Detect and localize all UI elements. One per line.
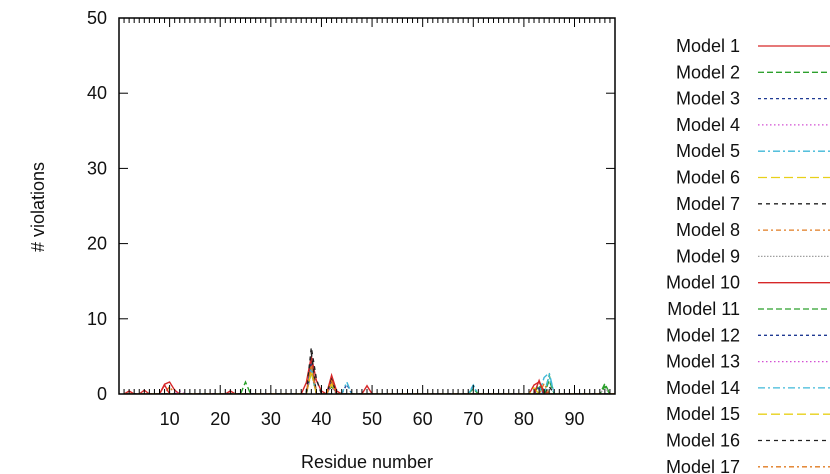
legend-label: Model 4 <box>676 115 740 135</box>
legend-label: Model 12 <box>666 325 740 345</box>
legend-label: Model 11 <box>667 299 740 319</box>
y-tick-label: 0 <box>97 384 107 404</box>
series-layer <box>123 347 615 394</box>
legend-label: Model 1 <box>676 36 740 56</box>
x-tick-label: 20 <box>210 409 230 429</box>
legend-label: Model 13 <box>666 352 740 372</box>
legend-label: Model 3 <box>676 89 740 109</box>
y-axis-title: # violations <box>28 162 48 252</box>
y-tick-label: 50 <box>87 8 107 28</box>
x-axis-title: Residue number <box>301 452 433 472</box>
legend-label: Model 15 <box>666 404 740 424</box>
legend-label: Model 8 <box>676 220 740 240</box>
legend-label: Model 7 <box>676 194 740 214</box>
legend-label: Model 17 <box>666 457 740 474</box>
y-tick-label: 10 <box>87 309 107 329</box>
y-tick-label: 20 <box>87 234 107 254</box>
legend: Model 1 Model 2 Model 3 Model 4 Model 5 Model… <box>666 36 830 474</box>
axes-layer: 0 10 20 30 40 50 10 20 30 40 50 60 70 80 90 <box>87 8 616 429</box>
series-line-model-6 <box>124 368 615 394</box>
x-tick-label: 80 <box>514 409 534 429</box>
x-tick-label: 60 <box>413 409 433 429</box>
legend-label: Model 14 <box>666 378 740 398</box>
x-tick-label: 70 <box>463 409 483 429</box>
legend-label: Model 5 <box>676 141 740 161</box>
legend-label: Model 16 <box>666 431 740 451</box>
y-tick-label: 30 <box>87 158 107 178</box>
x-tick-label: 50 <box>362 409 382 429</box>
legend-label: Model 10 <box>666 273 740 293</box>
series-line-model-1 <box>123 356 615 394</box>
legend-label: Model 2 <box>676 62 740 82</box>
legend-label: Model 9 <box>676 246 740 266</box>
x-tick-label: 30 <box>261 409 281 429</box>
y-tick-label: 40 <box>87 83 107 103</box>
x-tick-label: 90 <box>564 409 584 429</box>
x-tick-label: 40 <box>311 409 331 429</box>
x-tick-label: 10 <box>160 409 180 429</box>
legend-label: Model 6 <box>676 168 740 188</box>
